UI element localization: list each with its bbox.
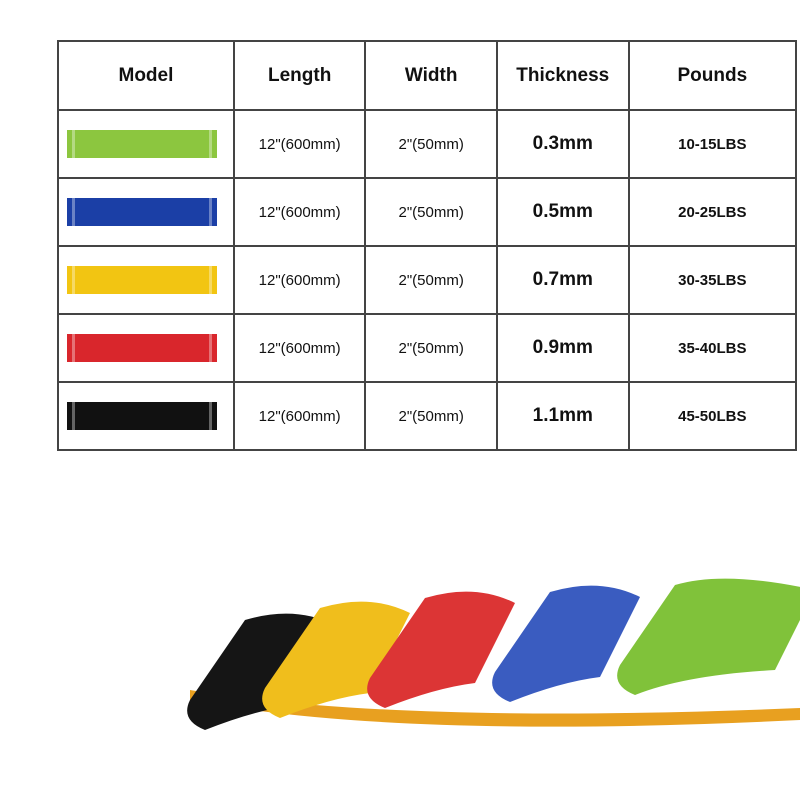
table-row: 12"(600mm) 2"(50mm) 1.1mm 45-50LBS [57,381,798,451]
thickness-cell: 0.5mm [495,177,630,247]
length-cell: 12"(600mm) [232,177,367,247]
pounds-cell: 10-15LBS [627,109,798,179]
header-model: Model [57,40,235,111]
width-cell: 2"(50mm) [364,109,498,179]
model-cell [57,109,235,179]
table-row: 12"(600mm) 2"(50mm) 0.3mm 10-15LBS [57,109,798,179]
thickness-cell: 0.9mm [495,313,630,383]
length-cell: 12"(600mm) [232,313,367,383]
model-cell [57,313,235,383]
table-row: 12"(600mm) 2"(50mm) 0.9mm 35-40LBS [57,313,798,383]
width-cell: 2"(50mm) [364,177,498,247]
thickness-cell: 1.1mm [495,381,630,451]
band-blue [492,585,640,702]
pounds-cell: 20-25LBS [627,177,798,247]
model-cell [57,245,235,315]
pounds-cell: 30-35LBS [627,245,798,315]
header-pounds: Pounds [627,40,798,111]
band-color-swatch [67,402,217,430]
band-color-swatch [67,198,217,226]
model-cell [57,177,235,247]
length-cell: 12"(600mm) [232,109,367,179]
width-cell: 2"(50mm) [364,313,498,383]
width-cell: 2"(50mm) [364,245,498,315]
pounds-cell: 45-50LBS [627,381,798,451]
table-row: 12"(600mm) 2"(50mm) 0.7mm 30-35LBS [57,245,798,315]
thickness-cell: 0.7mm [495,245,630,315]
pounds-cell: 35-40LBS [627,313,798,383]
header-length: Length [232,40,367,111]
band-green [617,578,800,695]
resistance-bands-photo [187,578,800,730]
header-thickness: Thickness [495,40,630,111]
header-width: Width [364,40,498,111]
band-stack-base [190,690,800,727]
table-header-row: Model Length Width Thickness Pounds [57,40,798,111]
width-cell: 2"(50mm) [364,381,498,451]
band-color-swatch [67,130,217,158]
length-cell: 12"(600mm) [232,381,367,451]
band-red [367,591,515,708]
band-color-swatch [67,266,217,294]
band-color-swatch [67,334,217,362]
spec-table: Model Length Width Thickness Pounds 12"(… [57,40,798,451]
table-row: 12"(600mm) 2"(50mm) 0.5mm 20-25LBS [57,177,798,247]
thickness-cell: 0.3mm [495,109,630,179]
length-cell: 12"(600mm) [232,245,367,315]
band-yellow [262,601,410,718]
model-cell [57,381,235,451]
